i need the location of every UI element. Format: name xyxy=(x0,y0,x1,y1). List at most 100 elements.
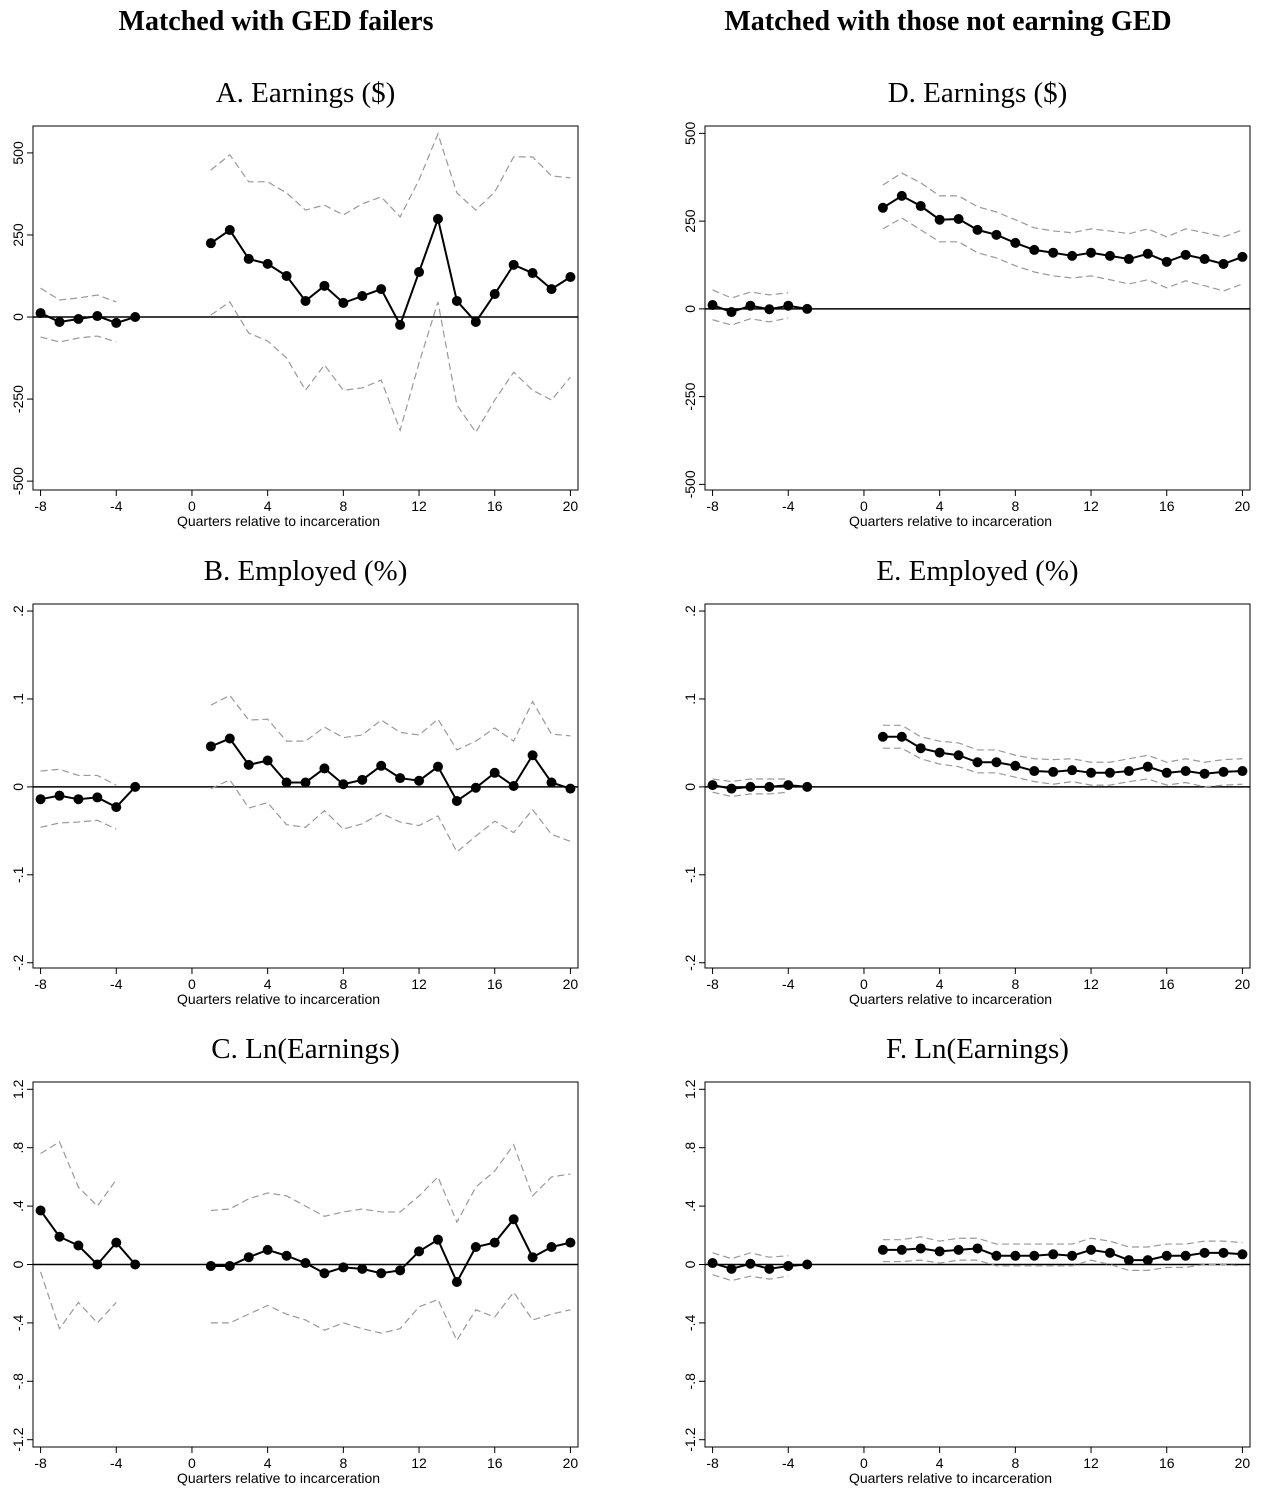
point xyxy=(432,213,443,224)
y-tick-label: -250 xyxy=(10,385,26,413)
point xyxy=(262,258,273,269)
y-tick-label: 250 xyxy=(10,223,26,247)
point xyxy=(707,780,718,791)
point xyxy=(1086,1244,1097,1255)
point xyxy=(224,1260,235,1271)
point xyxy=(1218,766,1229,777)
confidence-line xyxy=(712,217,1243,326)
x-tick-label: 4 xyxy=(936,1455,944,1471)
point xyxy=(783,1260,794,1271)
point xyxy=(972,757,983,768)
point xyxy=(432,761,443,772)
point xyxy=(745,1258,756,1269)
point xyxy=(896,731,907,742)
point xyxy=(1142,248,1153,259)
x-tick-label: 8 xyxy=(339,1455,347,1471)
y-tick-label: .8 xyxy=(682,1142,698,1154)
point xyxy=(357,291,368,302)
point xyxy=(802,303,813,314)
point xyxy=(54,1231,65,1242)
x-tick-label: 4 xyxy=(264,498,272,514)
x-tick-label: 20 xyxy=(1235,976,1251,992)
x-tick-label: 12 xyxy=(411,498,427,514)
point xyxy=(451,795,462,806)
confidence-line xyxy=(712,1236,1243,1260)
x-tick-label: -8 xyxy=(706,976,719,992)
y-tick-label: 0 xyxy=(682,1260,698,1268)
point xyxy=(1237,1249,1248,1260)
x-tick-label: -4 xyxy=(110,976,123,992)
confidence-line xyxy=(712,747,1243,798)
point xyxy=(915,743,926,754)
point xyxy=(489,767,500,778)
point xyxy=(726,307,737,318)
point xyxy=(1010,1250,1021,1261)
x-tick-label: 20 xyxy=(1235,498,1251,514)
y-tick-label: -250 xyxy=(682,382,698,410)
point xyxy=(414,1246,425,1257)
point xyxy=(130,312,141,323)
point xyxy=(281,1250,292,1261)
point xyxy=(1123,766,1134,777)
point xyxy=(205,741,216,752)
point xyxy=(92,311,103,322)
point xyxy=(1029,766,1040,777)
x-tick-label: 12 xyxy=(411,976,427,992)
confidence-line xyxy=(712,724,1243,783)
x-tick-label: -4 xyxy=(110,1455,123,1471)
point xyxy=(451,295,462,306)
point xyxy=(527,750,538,761)
y-tick-label: .1 xyxy=(682,693,698,705)
y-tick-label: -.4 xyxy=(682,1315,698,1332)
y-tick-label: .1 xyxy=(10,693,26,705)
x-tick-label: 4 xyxy=(936,976,944,992)
point xyxy=(432,1234,443,1245)
y-tick-label: -500 xyxy=(10,467,26,495)
point xyxy=(1067,1250,1078,1261)
y-tick-label: -.4 xyxy=(10,1315,26,1332)
point xyxy=(1086,247,1097,258)
x-tick-label: -4 xyxy=(782,1455,795,1471)
point xyxy=(243,253,254,264)
estimate-line xyxy=(40,215,571,328)
point xyxy=(54,316,65,327)
y-tick-label: .2 xyxy=(682,605,698,617)
point xyxy=(1123,1255,1134,1266)
x-tick-label: -8 xyxy=(706,1455,719,1471)
x-tick-label: 16 xyxy=(487,498,503,514)
point xyxy=(565,783,576,794)
point xyxy=(934,747,945,758)
point xyxy=(205,238,216,249)
estimate-line xyxy=(712,194,1243,314)
x-tick-label: -8 xyxy=(706,498,719,514)
point xyxy=(953,750,964,761)
point xyxy=(877,1244,888,1255)
chart-title: E. Employed (%) xyxy=(876,555,1078,587)
y-tick-label: -1.2 xyxy=(682,1427,698,1451)
point xyxy=(111,1237,122,1248)
point xyxy=(54,790,65,801)
y-tick-label: 500 xyxy=(10,141,26,165)
x-tick-label: 8 xyxy=(339,498,347,514)
plot-frame xyxy=(32,125,579,491)
x-tick-label: -4 xyxy=(782,976,795,992)
point xyxy=(470,782,481,793)
point xyxy=(1161,1250,1172,1261)
point xyxy=(546,777,557,788)
point xyxy=(224,733,235,744)
x-tick-label: 12 xyxy=(1083,976,1099,992)
x-tick-label: 4 xyxy=(264,976,272,992)
point xyxy=(991,1250,1002,1261)
x-tick-label: -8 xyxy=(34,976,47,992)
y-tick-label: 0 xyxy=(10,1260,26,1268)
point xyxy=(565,1237,576,1248)
y-tick-label: 1.2 xyxy=(10,1079,26,1099)
point xyxy=(1180,1250,1191,1261)
point xyxy=(376,760,387,771)
point xyxy=(1048,766,1059,777)
point xyxy=(300,777,311,788)
point xyxy=(281,270,292,281)
point xyxy=(1123,254,1134,265)
point xyxy=(877,202,888,213)
